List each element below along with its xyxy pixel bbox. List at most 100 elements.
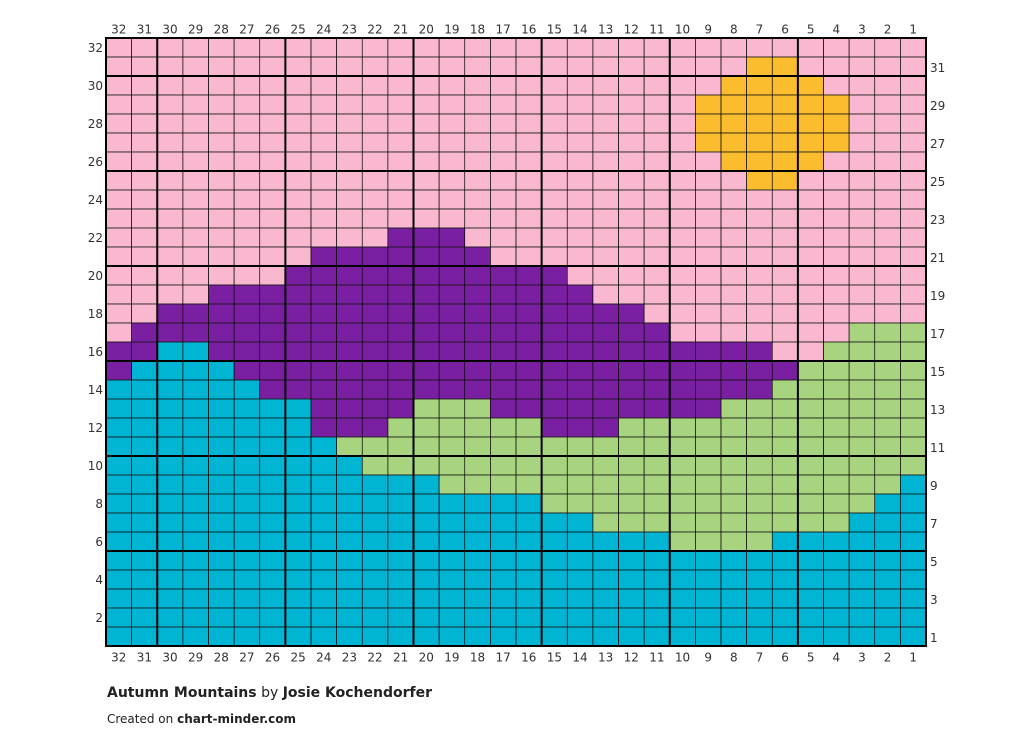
cell — [336, 493, 363, 514]
cell — [900, 94, 927, 115]
cell — [541, 303, 568, 324]
cell — [259, 493, 286, 514]
cell — [413, 455, 440, 476]
column-number: 17 — [496, 651, 511, 665]
cell — [285, 94, 312, 115]
cell — [413, 588, 440, 609]
cell — [310, 208, 337, 229]
cell — [823, 284, 850, 305]
cell — [618, 550, 645, 571]
cell — [438, 455, 466, 476]
cell — [413, 284, 440, 305]
cell — [643, 189, 671, 210]
cell — [541, 246, 568, 267]
cell — [387, 550, 414, 571]
cell — [874, 170, 901, 191]
cell — [618, 265, 645, 286]
cell — [438, 189, 466, 210]
cell — [490, 569, 517, 590]
row-number: 9 — [930, 479, 938, 493]
cell — [695, 189, 722, 210]
cell — [464, 531, 491, 552]
cell — [695, 322, 722, 343]
cell — [233, 132, 261, 153]
cell — [771, 512, 799, 533]
cell — [669, 265, 696, 286]
cell — [105, 493, 132, 514]
cell — [771, 455, 799, 476]
cell — [618, 626, 645, 647]
cell — [669, 626, 696, 647]
cell — [669, 227, 696, 248]
cell — [669, 607, 696, 628]
cell — [105, 284, 132, 305]
column-number: 16 — [521, 651, 536, 665]
cell — [797, 474, 824, 495]
cell — [131, 493, 158, 514]
cell — [438, 417, 466, 438]
cell — [156, 417, 184, 438]
cell — [336, 398, 363, 419]
cell — [566, 417, 594, 438]
cell — [105, 170, 132, 191]
column-number: 9 — [704, 23, 712, 37]
cell — [361, 113, 389, 134]
cell — [208, 322, 235, 343]
cell — [285, 531, 312, 552]
cell — [131, 360, 158, 381]
cell — [156, 398, 184, 419]
cell — [618, 379, 645, 400]
cell — [669, 56, 696, 77]
cell — [233, 284, 261, 305]
cell — [310, 246, 337, 267]
cell — [285, 474, 312, 495]
cell — [874, 151, 901, 172]
cell — [336, 132, 363, 153]
cell — [285, 56, 312, 77]
cell — [566, 588, 594, 609]
cell — [490, 455, 517, 476]
cell — [259, 379, 286, 400]
cell — [618, 436, 645, 457]
cell — [464, 607, 491, 628]
cell — [848, 208, 876, 229]
cell — [387, 417, 414, 438]
cell — [823, 569, 850, 590]
cell — [566, 341, 594, 362]
cell — [182, 588, 209, 609]
cell — [541, 113, 568, 134]
column-number: 1 — [909, 651, 917, 665]
cell — [515, 151, 542, 172]
cell — [464, 265, 491, 286]
cell — [771, 132, 799, 153]
cell — [413, 113, 440, 134]
cell — [643, 360, 671, 381]
cell — [746, 607, 773, 628]
cell — [720, 37, 747, 58]
cell — [131, 588, 158, 609]
cell — [874, 189, 901, 210]
cell — [105, 626, 132, 647]
column-number: 17 — [496, 23, 511, 37]
cell — [643, 170, 671, 191]
cell — [208, 170, 235, 191]
cell — [413, 550, 440, 571]
cell — [438, 322, 466, 343]
cell — [797, 284, 824, 305]
cell — [438, 132, 466, 153]
cell — [566, 436, 594, 457]
cell — [823, 455, 850, 476]
cell — [566, 94, 594, 115]
cell — [182, 208, 209, 229]
cell — [541, 227, 568, 248]
column-number: 14 — [572, 651, 587, 665]
column-number: 4 — [832, 651, 840, 665]
cell — [310, 75, 337, 96]
cell — [233, 379, 261, 400]
cell — [387, 170, 414, 191]
cell — [156, 151, 184, 172]
column-number: 3 — [858, 23, 866, 37]
cell — [592, 379, 619, 400]
cell — [131, 151, 158, 172]
row-number: 31 — [930, 61, 945, 75]
